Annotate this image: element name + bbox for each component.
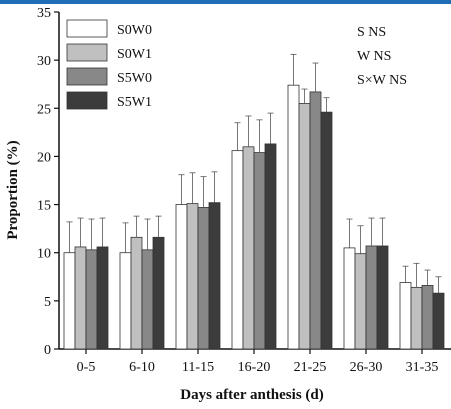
bar <box>175 204 188 350</box>
bar <box>85 249 98 350</box>
significance-annotation: S×W NS <box>357 73 407 88</box>
bar <box>399 282 412 350</box>
bar <box>320 111 333 350</box>
legend-label: S5W0 <box>117 71 152 86</box>
y-tick-label: 30 <box>37 54 51 69</box>
legend-label: S0W0 <box>117 23 152 38</box>
bar <box>343 247 356 350</box>
header-strip <box>0 0 451 4</box>
bar <box>376 245 389 350</box>
bar <box>365 245 378 350</box>
error-bars <box>66 53 442 294</box>
annotations: S NS W NS S×W NS <box>357 25 407 88</box>
bar <box>242 146 255 350</box>
x-tick-label: 21-25 <box>294 360 327 375</box>
y-tick-label: 10 <box>37 247 51 262</box>
bar <box>309 91 322 350</box>
bar <box>298 103 311 350</box>
legend-label: S5W1 <box>117 95 152 110</box>
x-tick-label: 0-5 <box>77 360 96 375</box>
x-tick-label: 16-20 <box>238 360 271 375</box>
x-tick-label: 11-15 <box>182 360 214 375</box>
legend-swatch <box>66 91 108 110</box>
x-axis-label: Days after anthesis (d) <box>180 387 323 403</box>
y-tick-label: 0 <box>44 343 51 358</box>
bar <box>264 143 277 350</box>
bar <box>287 84 300 350</box>
legend-swatch <box>66 19 108 38</box>
bar <box>141 249 154 350</box>
bar <box>231 150 244 350</box>
bar <box>421 285 434 350</box>
bar <box>96 246 109 350</box>
x-tick-label: 6-10 <box>129 360 155 375</box>
y-axis-label: Proportion (%) <box>5 140 21 239</box>
bar <box>208 202 221 350</box>
bar <box>410 286 423 350</box>
significance-annotation: S NS <box>357 25 386 40</box>
x-tick-label: 31-35 <box>406 360 439 375</box>
bar <box>432 292 445 350</box>
legend-swatch <box>66 67 108 86</box>
bar <box>63 252 76 350</box>
bar <box>130 236 143 350</box>
y-tick-label: 15 <box>37 199 51 214</box>
legend-swatch <box>66 43 108 62</box>
bar <box>197 207 210 350</box>
y-tick-label: 20 <box>37 150 51 165</box>
significance-annotation: W NS <box>357 49 391 64</box>
y-tick-label: 35 <box>37 6 51 21</box>
y-tick-label: 5 <box>44 295 51 310</box>
bars <box>63 84 445 350</box>
x-ticks: 0-5 6-10 11-15 16-20 21-25 26-30 31-35 <box>77 349 439 375</box>
bar <box>119 252 132 350</box>
y-ticks: 0 5 10 15 20 25 30 35 <box>37 6 59 358</box>
bar <box>74 246 87 350</box>
x-tick-label: 26-30 <box>350 360 383 375</box>
bar <box>354 253 367 350</box>
bar <box>186 203 199 350</box>
bar <box>253 152 266 350</box>
y-tick-label: 25 <box>37 102 51 117</box>
legend-label: S0W1 <box>117 47 152 62</box>
bar <box>152 236 165 350</box>
legend: S0W0 S0W1 S5W0 S5W1 <box>66 19 152 110</box>
